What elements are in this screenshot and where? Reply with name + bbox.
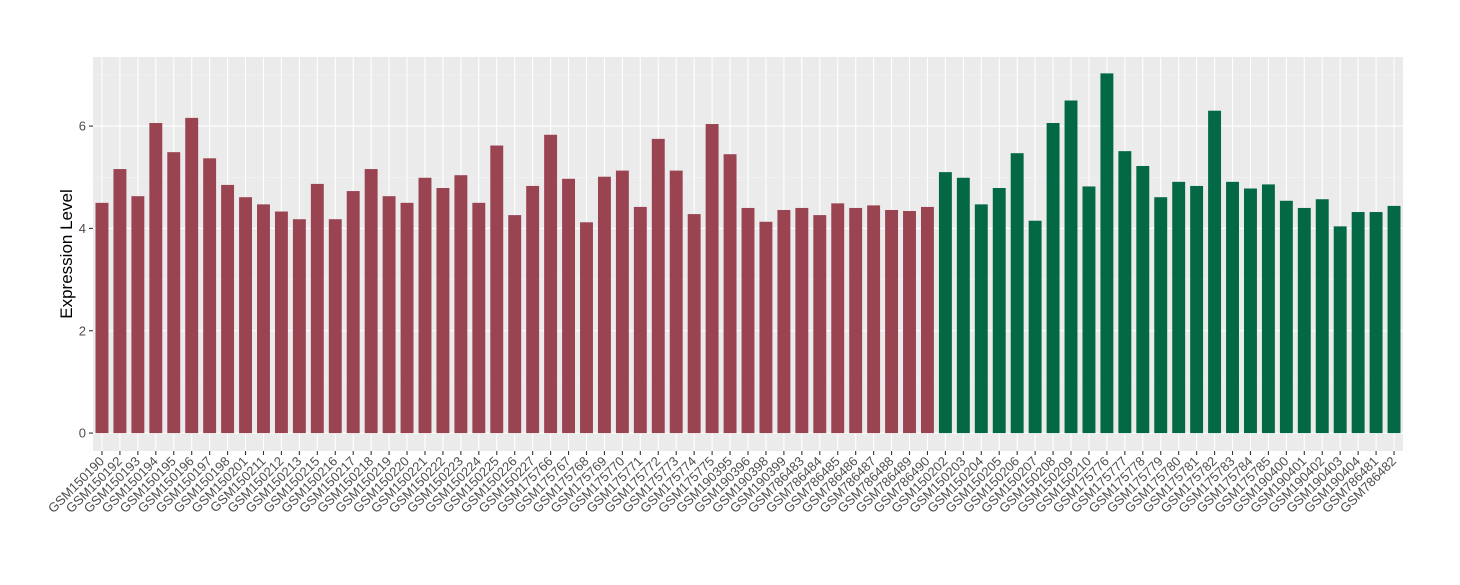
- y-axis: 0 2 4 6: [79, 119, 93, 441]
- bar-GSM150198: [221, 184, 235, 434]
- bar-GSM175775: [705, 124, 719, 434]
- bar-GSM190403: [1333, 226, 1347, 434]
- bar-GSM175777: [1118, 151, 1132, 434]
- bar-GSM150223: [454, 175, 468, 434]
- bar-GSM150224: [472, 202, 486, 434]
- bar-GSM150222: [436, 187, 450, 434]
- bar-GSM150211: [257, 204, 270, 434]
- y-tick-label: 2: [79, 323, 86, 338]
- bar-GSM190398: [759, 221, 773, 434]
- bar-GSM786489: [903, 211, 916, 434]
- bar-GSM150207: [1028, 220, 1042, 434]
- bar-GSM150202: [938, 172, 952, 434]
- bar-GSM150213: [292, 219, 306, 434]
- bar-GSM150215: [310, 183, 324, 434]
- bar-GSM786483: [795, 207, 809, 434]
- bar-GSM150197: [203, 158, 217, 434]
- y-tick-label: 0: [79, 426, 86, 441]
- bar-GSM175769: [597, 176, 611, 434]
- bar-GSM190402: [1315, 199, 1329, 434]
- bar-GSM786486: [849, 207, 863, 434]
- bar-GSM150226: [508, 215, 522, 434]
- bar-GSM175782: [1208, 110, 1222, 434]
- bar-GSM175780: [1172, 181, 1186, 434]
- bar-GSM190400: [1279, 200, 1293, 434]
- bar-GSM150203: [956, 177, 970, 434]
- bar-GSM150220: [400, 202, 414, 434]
- bar-GSM150221: [418, 177, 432, 434]
- bar-GSM150193: [131, 196, 145, 434]
- bar-GSM150194: [149, 123, 163, 434]
- bar-GSM150219: [382, 196, 396, 434]
- bar-GSM175785: [1261, 184, 1275, 434]
- bar-GSM150201: [239, 197, 252, 434]
- bar-GSM786484: [813, 215, 827, 434]
- bar-GSM150212: [274, 211, 288, 434]
- bar-GSM150190: [95, 202, 109, 434]
- y-tick-label: 4: [79, 221, 86, 236]
- bar-GSM786481: [1369, 212, 1383, 434]
- x-axis: GSM150190GSM150192GSM150193GSM150194GSM1…: [45, 451, 1399, 516]
- bar-GSM175767: [562, 178, 576, 434]
- bar-GSM175781: [1190, 185, 1204, 434]
- bar-GSM190404: [1351, 212, 1365, 434]
- bar-GSM190395: [723, 154, 737, 434]
- bar-GSM175778: [1136, 165, 1150, 434]
- bar-GSM150209: [1064, 100, 1078, 434]
- bar-GSM150204: [974, 204, 988, 434]
- bar-GSM150208: [1046, 123, 1060, 434]
- bar-GSM175771: [633, 206, 647, 434]
- bar-GSM150217: [346, 191, 360, 434]
- bar-GSM786488: [885, 209, 899, 434]
- bars: [95, 73, 1401, 434]
- bar-GSM175784: [1244, 188, 1257, 434]
- bar-GSM150205: [992, 187, 1006, 434]
- bar-GSM175774: [687, 214, 701, 434]
- bar-GSM150216: [328, 219, 342, 434]
- bar-GSM786487: [867, 205, 881, 434]
- y-axis-label: Expression Level: [57, 189, 76, 318]
- bar-GSM150192: [113, 169, 127, 434]
- bar-GSM175766: [544, 134, 558, 434]
- bar-GSM175779: [1154, 197, 1168, 434]
- bar-GSM190396: [741, 207, 755, 434]
- bar-GSM150227: [526, 185, 540, 434]
- y-tick-label: 6: [79, 119, 86, 134]
- bar-GSM150196: [185, 117, 199, 434]
- bar-GSM175772: [651, 138, 665, 434]
- bar-GSM786485: [831, 203, 845, 434]
- bar-GSM175770: [615, 170, 629, 434]
- bar-GSM190401: [1297, 207, 1311, 434]
- bar-GSM150225: [490, 145, 504, 434]
- bar-GSM786490: [920, 206, 934, 434]
- bar-GSM786482: [1387, 205, 1401, 434]
- bar-GSM150210: [1082, 186, 1096, 434]
- bar-GSM150195: [167, 152, 181, 434]
- bar-GSM175768: [580, 222, 593, 434]
- bar-GSM190399: [777, 209, 791, 434]
- bar-GSM150206: [1010, 153, 1024, 434]
- bar-GSM175783: [1226, 181, 1239, 434]
- bar-GSM175773: [669, 170, 683, 434]
- bar-GSM175776: [1100, 73, 1114, 434]
- bar-GSM150218: [364, 169, 378, 434]
